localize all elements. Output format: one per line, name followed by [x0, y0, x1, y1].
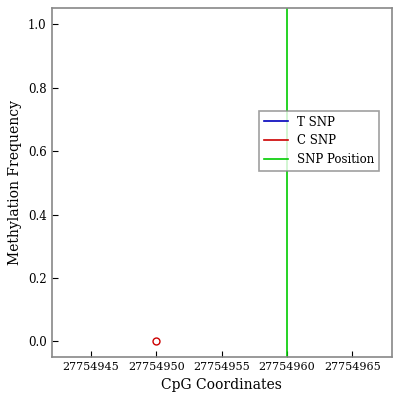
Legend: T SNP, C SNP, SNP Position: T SNP, C SNP, SNP Position	[259, 111, 379, 171]
X-axis label: CpG Coordinates: CpG Coordinates	[161, 378, 282, 392]
Y-axis label: Methylation Frequency: Methylation Frequency	[8, 100, 22, 265]
